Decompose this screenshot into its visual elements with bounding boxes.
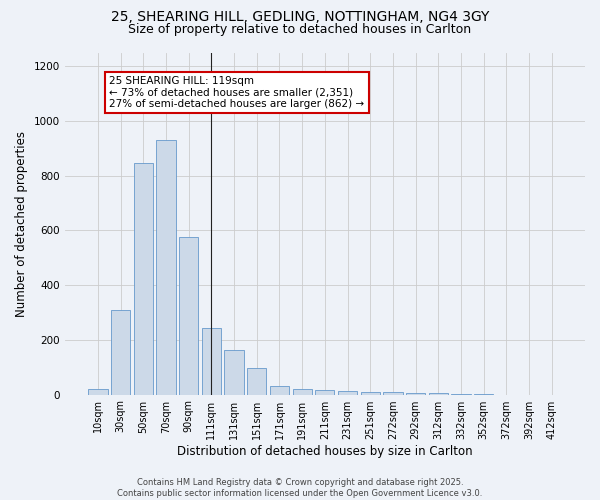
Bar bbox=[247, 368, 266, 394]
Bar bbox=[270, 386, 289, 394]
Text: Contains HM Land Registry data © Crown copyright and database right 2025.
Contai: Contains HM Land Registry data © Crown c… bbox=[118, 478, 482, 498]
Bar bbox=[111, 310, 130, 394]
Bar bbox=[293, 389, 312, 394]
Text: Size of property relative to detached houses in Carlton: Size of property relative to detached ho… bbox=[128, 22, 472, 36]
Text: 25, SHEARING HILL, GEDLING, NOTTINGHAM, NG4 3GY: 25, SHEARING HILL, GEDLING, NOTTINGHAM, … bbox=[111, 10, 489, 24]
Bar bbox=[179, 237, 199, 394]
Bar bbox=[134, 164, 153, 394]
Bar bbox=[224, 350, 244, 395]
Bar bbox=[157, 140, 176, 394]
Bar bbox=[383, 392, 403, 394]
Bar bbox=[406, 393, 425, 394]
Bar bbox=[338, 392, 357, 394]
X-axis label: Distribution of detached houses by size in Carlton: Distribution of detached houses by size … bbox=[177, 444, 473, 458]
Bar bbox=[315, 390, 334, 394]
Bar bbox=[361, 392, 380, 394]
Bar bbox=[88, 389, 107, 394]
Bar bbox=[202, 328, 221, 394]
Y-axis label: Number of detached properties: Number of detached properties bbox=[15, 130, 28, 316]
Text: 25 SHEARING HILL: 119sqm
← 73% of detached houses are smaller (2,351)
27% of sem: 25 SHEARING HILL: 119sqm ← 73% of detach… bbox=[109, 76, 364, 109]
